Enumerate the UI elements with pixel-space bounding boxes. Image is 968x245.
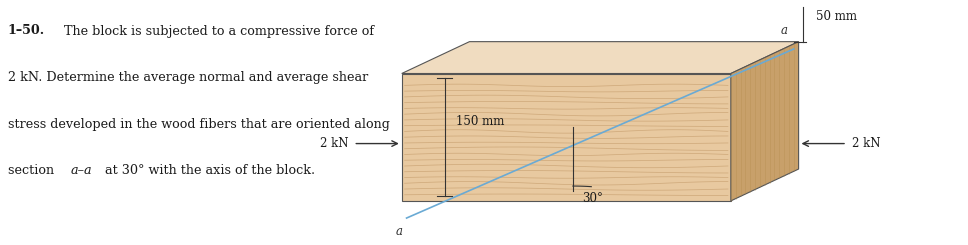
Text: 150 mm: 150 mm	[456, 115, 504, 128]
Text: stress developed in the wood fibers that are oriented along: stress developed in the wood fibers that…	[8, 118, 389, 131]
Text: a–a: a–a	[71, 164, 92, 177]
Text: at 30° with the axis of the block.: at 30° with the axis of the block.	[101, 164, 315, 177]
Text: 30°: 30°	[583, 192, 603, 205]
Text: 50 mm: 50 mm	[816, 10, 857, 23]
Polygon shape	[731, 42, 799, 201]
Text: 2 kN: 2 kN	[852, 137, 880, 150]
Text: a: a	[780, 24, 788, 37]
Text: a: a	[395, 225, 403, 238]
Text: section: section	[8, 164, 58, 177]
Text: The block is subjected to a compressive force of: The block is subjected to a compressive …	[60, 24, 375, 37]
Text: 1–50.: 1–50.	[8, 24, 45, 37]
Text: 2 kN. Determine the average normal and average shear: 2 kN. Determine the average normal and a…	[8, 71, 368, 84]
Text: 2 kN: 2 kN	[320, 137, 348, 150]
Polygon shape	[402, 42, 799, 74]
Polygon shape	[402, 74, 731, 201]
